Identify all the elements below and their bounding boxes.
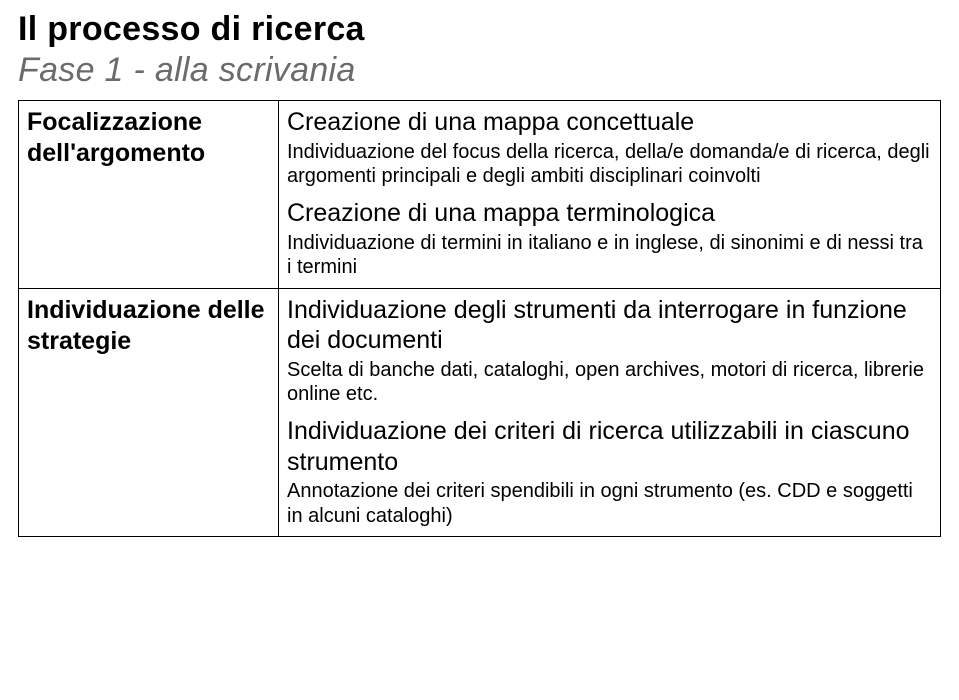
- content-block: Individuazione dei criteri di ricerca ut…: [287, 416, 930, 528]
- block-headline: Creazione di una mappa terminologica: [287, 198, 930, 229]
- block-subtext: Individuazione di termini in italiano e …: [287, 231, 930, 280]
- row-label-cell: Focalizzazione dell'argomento: [19, 101, 279, 289]
- block-headline: Individuazione dei criteri di ricerca ut…: [287, 416, 930, 477]
- content-table: Focalizzazione dell'argomento Creazione …: [18, 100, 941, 537]
- block-headline: Individuazione degli strumenti da interr…: [287, 295, 930, 356]
- table-row: Focalizzazione dell'argomento Creazione …: [19, 101, 941, 289]
- block-subtext: Scelta di banche dati, cataloghi, open a…: [287, 358, 930, 407]
- row-content-cell: Creazione di una mappa concettuale Indiv…: [279, 101, 941, 289]
- block-headline: Creazione di una mappa concettuale: [287, 107, 930, 138]
- page-title-sub: Fase 1 - alla scrivania: [18, 51, 941, 90]
- block-subtext: Annotazione dei criteri spendibili in og…: [287, 479, 930, 528]
- content-block: Creazione di una mappa concettuale Indiv…: [287, 107, 930, 188]
- content-block: Individuazione degli strumenti da interr…: [287, 295, 930, 407]
- row-content-cell: Individuazione degli strumenti da interr…: [279, 288, 941, 537]
- row-label: Individuazione delle strategie: [27, 295, 268, 358]
- page-title-main: Il processo di ricerca: [18, 10, 941, 49]
- table-row: Individuazione delle strategie Individua…: [19, 288, 941, 537]
- block-subtext: Individuazione del focus della ricerca, …: [287, 140, 930, 189]
- content-block: Creazione di una mappa terminologica Ind…: [287, 198, 930, 279]
- row-label: Focalizzazione dell'argomento: [27, 107, 268, 170]
- row-label-cell: Individuazione delle strategie: [19, 288, 279, 537]
